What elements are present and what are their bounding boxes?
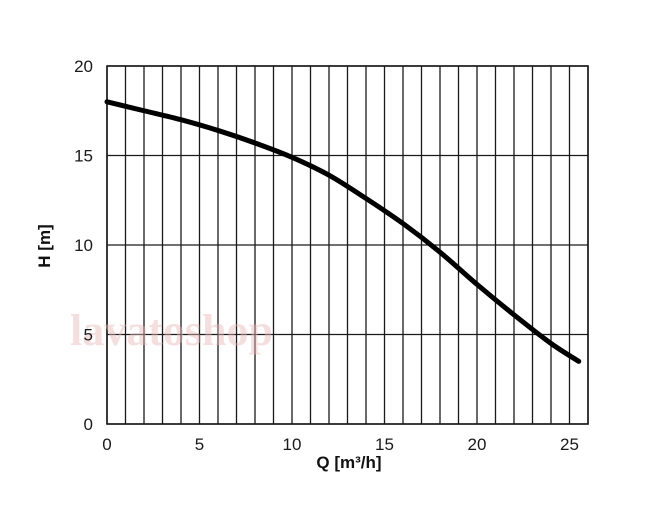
x-axis-title: Q [m³/h] [316, 453, 381, 472]
series-layer [104, 99, 582, 364]
y-tick-label: 10 [74, 236, 93, 255]
watermark-text: lavatoshop [70, 306, 273, 355]
x-tick-label: 25 [560, 435, 579, 454]
y-tick-label: 5 [84, 326, 93, 345]
x-tick-label: 15 [375, 435, 394, 454]
series-line [104, 99, 582, 364]
x-tick-label: 0 [102, 435, 111, 454]
y-axis-title: H [m] [35, 224, 54, 267]
plot-frame [106, 65, 589, 425]
x-tick-label: 20 [468, 435, 487, 454]
x-tick-label: 5 [195, 435, 204, 454]
y-tick-label: 15 [74, 147, 93, 166]
tick-layer: 0 5 10 15 20 25 0 5 10 15 20 [74, 57, 579, 454]
y-tick-label: 20 [74, 57, 93, 76]
y-tick-label: 0 [84, 415, 93, 434]
x-tick-label: 10 [283, 435, 302, 454]
